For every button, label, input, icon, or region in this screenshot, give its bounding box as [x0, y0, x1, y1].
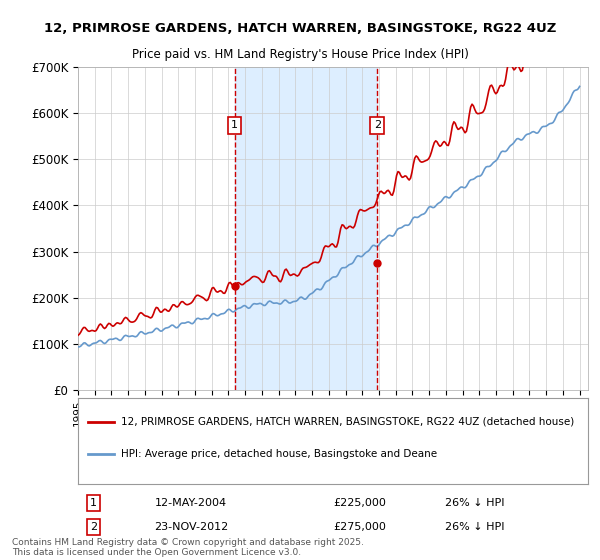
Text: 2: 2: [90, 522, 97, 532]
Text: £275,000: £275,000: [333, 522, 386, 532]
Text: 12, PRIMROSE GARDENS, HATCH WARREN, BASINGSTOKE, RG22 4UZ (detached house): 12, PRIMROSE GARDENS, HATCH WARREN, BASI…: [121, 417, 575, 427]
Text: 26% ↓ HPI: 26% ↓ HPI: [445, 522, 505, 532]
Text: Price paid vs. HM Land Registry's House Price Index (HPI): Price paid vs. HM Land Registry's House …: [131, 48, 469, 60]
Text: 2: 2: [374, 120, 381, 130]
Text: 26% ↓ HPI: 26% ↓ HPI: [445, 498, 505, 508]
Text: 1: 1: [90, 498, 97, 508]
Text: Contains HM Land Registry data © Crown copyright and database right 2025.
This d: Contains HM Land Registry data © Crown c…: [12, 538, 364, 557]
Text: 1: 1: [231, 120, 238, 130]
Text: HPI: Average price, detached house, Basingstoke and Deane: HPI: Average price, detached house, Basi…: [121, 449, 437, 459]
Text: £225,000: £225,000: [333, 498, 386, 508]
Text: 12, PRIMROSE GARDENS, HATCH WARREN, BASINGSTOKE, RG22 4UZ: 12, PRIMROSE GARDENS, HATCH WARREN, BASI…: [44, 22, 556, 35]
Text: 23-NOV-2012: 23-NOV-2012: [155, 522, 229, 532]
Bar: [235, 67, 377, 390]
Text: 12-MAY-2004: 12-MAY-2004: [155, 498, 227, 508]
